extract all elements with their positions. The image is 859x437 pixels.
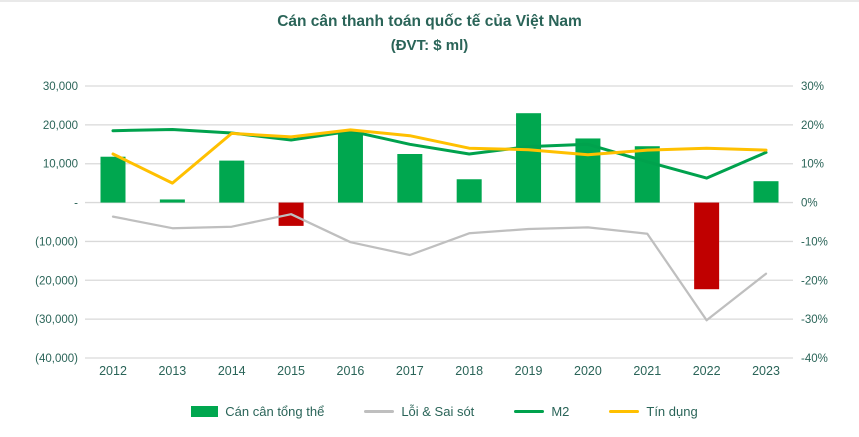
legend-label: Lỗi & Sai sót xyxy=(401,404,475,419)
y-axis-left-tick: (10,000) xyxy=(35,236,78,248)
bar-2023 xyxy=(753,181,779,203)
x-axis-year-label: 2020 xyxy=(574,364,602,378)
bar-2013 xyxy=(159,199,185,203)
x-axis-year-label: 2023 xyxy=(752,364,780,378)
bar-2021 xyxy=(634,146,660,203)
line-credit xyxy=(111,128,768,185)
x-axis-year-label: 2018 xyxy=(455,364,483,378)
y-axis-right-tick: 20% xyxy=(801,120,824,132)
x-axis-year-label: 2022 xyxy=(693,364,721,378)
screenshot-top-border xyxy=(0,0,859,2)
legend-item-credit: Tín dụng xyxy=(609,404,698,419)
legend-label: Cán cân tổng thể xyxy=(225,404,325,419)
y-axis-right-tick: -10% xyxy=(801,236,828,248)
bar-2017 xyxy=(397,153,423,203)
legend-item-errors-omissions: Lỗi & Sai sót xyxy=(364,404,474,419)
bar-2019 xyxy=(516,113,542,203)
y-axis-right-tick: 0% xyxy=(801,198,818,210)
x-axis-year-label: 2013 xyxy=(158,364,186,378)
chart-title: Cán cân thanh toán quốc tế của Việt Nam xyxy=(277,13,582,30)
bar-2016 xyxy=(337,132,363,203)
x-axis-year-label: 2015 xyxy=(277,364,305,378)
bar-2022 xyxy=(694,202,720,290)
y-axis-left-tick: 20,000 xyxy=(43,120,78,132)
legend-label: M2 xyxy=(551,404,570,419)
y-axis-left-tick: (20,000) xyxy=(35,275,78,287)
legend-bar-swatch xyxy=(191,406,219,417)
legend-label: Tín dụng xyxy=(646,404,698,419)
y-axis-right-tick: -30% xyxy=(801,314,828,326)
legend-line-swatch xyxy=(609,410,640,413)
y-axis-right-tick: -40% xyxy=(801,353,828,365)
legend-line-swatch xyxy=(514,410,545,413)
y-axis-right-tick: -20% xyxy=(801,275,828,287)
y-axis-right-tick: 30% xyxy=(801,81,824,93)
y-axis-right-tick: 10% xyxy=(801,159,824,171)
bar-2020 xyxy=(575,138,601,203)
x-axis-year-label: 2014 xyxy=(218,364,246,378)
y-axis-left-tick: (30,000) xyxy=(35,314,78,326)
y-axis-left-tick: (40,000) xyxy=(35,353,78,365)
x-axis-year-label: 2019 xyxy=(515,364,543,378)
x-axis-year-label: 2016 xyxy=(337,364,365,378)
x-axis-year-label: 2021 xyxy=(633,364,661,378)
legend: Cán cân tổng thể Lỗi & Sai sót M2 Tín dụng xyxy=(0,404,859,419)
chart-subtitle: (ĐVT: $ ml) xyxy=(390,37,469,55)
y-axis-left-tick: 30,000 xyxy=(43,81,78,93)
y-axis-left-tick: 10,000 xyxy=(43,159,78,171)
y-axis-left-tick: - xyxy=(74,198,78,210)
line-errors-omissions xyxy=(111,213,768,322)
x-axis-year-label: 2012 xyxy=(99,364,127,378)
legend-line-swatch xyxy=(364,410,395,413)
bar-2014 xyxy=(219,160,245,203)
bar-2018 xyxy=(456,179,482,203)
x-axis-year-label: 2017 xyxy=(396,364,424,378)
line-m2 xyxy=(111,128,768,180)
bar-2012 xyxy=(100,156,126,203)
title-block: Cán cân thanh toán quốc tế của Việt Nam … xyxy=(0,10,859,57)
legend-item-m2: M2 xyxy=(514,404,569,419)
legend-item-overall-balance: Cán cân tổng thể xyxy=(191,404,324,419)
